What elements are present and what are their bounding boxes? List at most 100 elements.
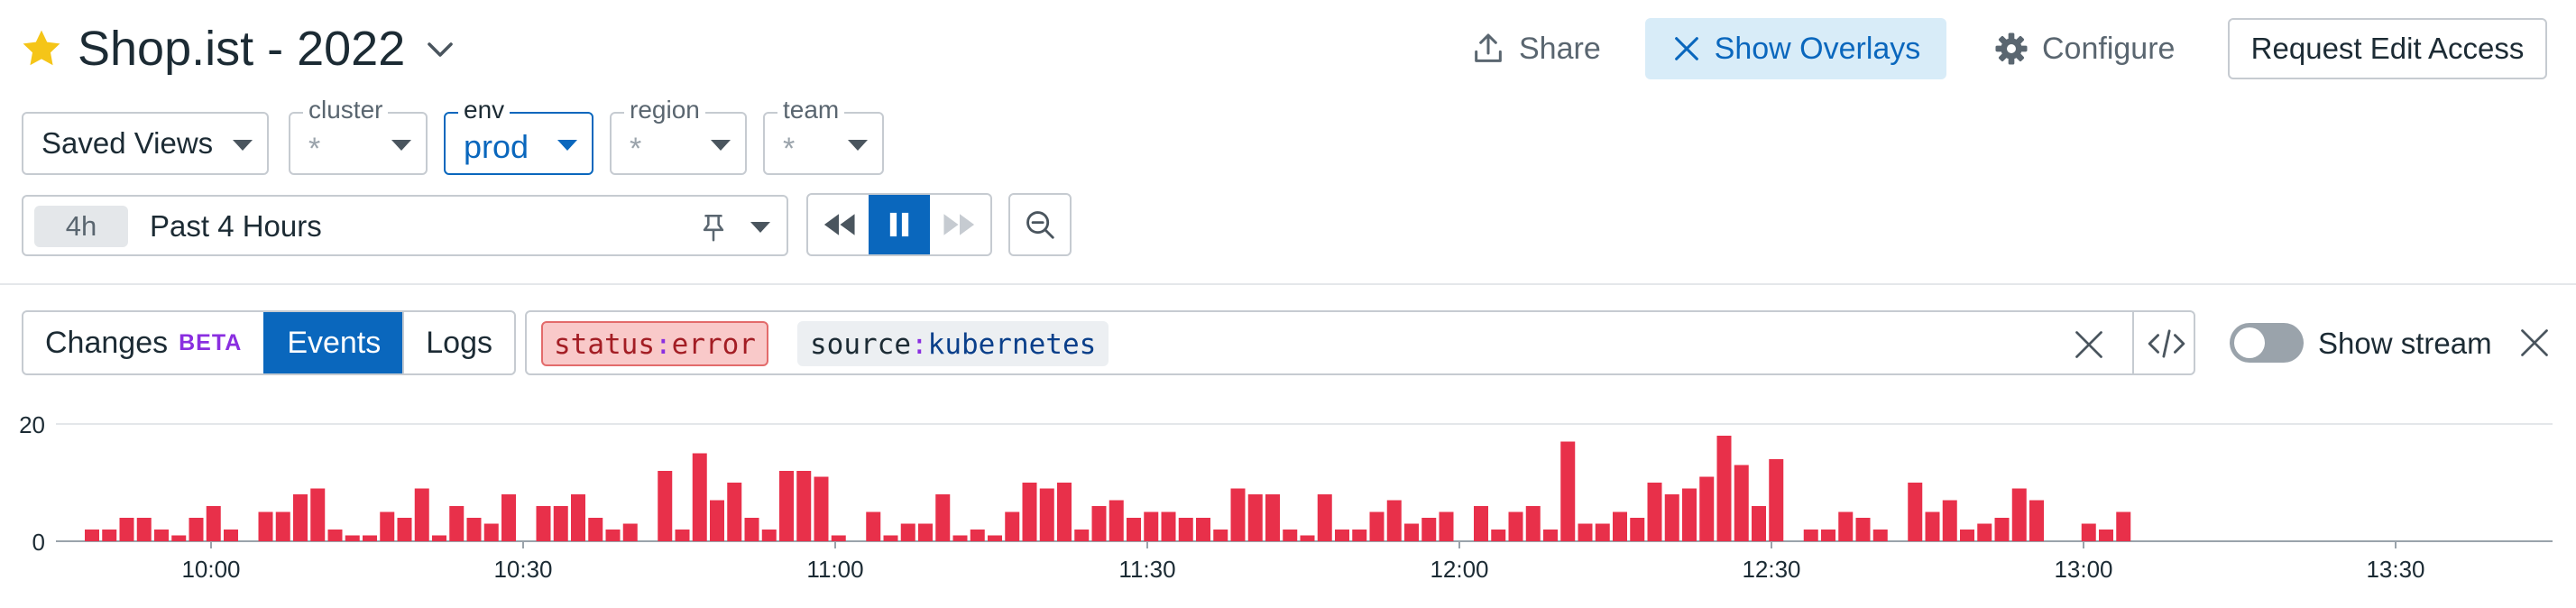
event-bar[interactable]	[102, 530, 117, 541]
event-bar[interactable]	[1821, 530, 1835, 541]
event-bar[interactable]	[571, 494, 585, 541]
chevron-down-icon[interactable]	[424, 36, 456, 63]
event-bar[interactable]	[970, 530, 985, 541]
event-bar[interactable]	[1178, 518, 1193, 541]
event-bar[interactable]	[449, 506, 465, 541]
close-events-icon[interactable]	[2518, 327, 2551, 359]
event-bar[interactable]	[1838, 511, 1854, 542]
event-bar[interactable]	[761, 530, 777, 541]
zoom-out-button[interactable]	[1008, 193, 1072, 256]
event-bar[interactable]	[85, 530, 99, 541]
event-bar[interactable]	[814, 476, 829, 542]
event-bar[interactable]	[363, 535, 377, 542]
event-bar[interactable]	[1386, 500, 1402, 542]
event-bar[interactable]	[258, 511, 273, 542]
event-bar[interactable]	[1300, 535, 1315, 542]
region-variable-select[interactable]: region *	[610, 96, 747, 175]
event-bar[interactable]	[1127, 518, 1141, 541]
event-bar[interactable]	[692, 453, 707, 542]
event-bar[interactable]	[1005, 511, 1020, 542]
event-bar[interactable]	[1144, 511, 1159, 542]
event-bar[interactable]	[1525, 506, 1541, 541]
event-bar[interactable]	[744, 518, 759, 541]
event-bar[interactable]	[588, 518, 603, 541]
event-bar[interactable]	[1335, 530, 1349, 541]
event-bar[interactable]	[1317, 494, 1332, 541]
event-bar[interactable]	[536, 506, 551, 541]
event-bar[interactable]	[1630, 518, 1645, 541]
event-bar[interactable]	[380, 511, 395, 542]
event-bar[interactable]	[1560, 441, 1576, 542]
clear-query-icon[interactable]	[2073, 328, 2105, 361]
event-bar[interactable]	[345, 535, 360, 542]
event-bar[interactable]	[779, 471, 794, 541]
event-bar[interactable]	[622, 523, 638, 542]
pause-button[interactable]	[869, 195, 930, 254]
event-bar[interactable]	[1699, 476, 1715, 542]
event-bar[interactable]	[1752, 506, 1766, 541]
event-bar[interactable]	[1908, 483, 1923, 541]
event-bar[interactable]	[1942, 500, 1957, 542]
event-bar[interactable]	[1855, 518, 1871, 541]
event-bar[interactable]	[727, 483, 742, 541]
event-bar[interactable]	[1647, 483, 1662, 541]
event-query-input[interactable]: status:error source:kubernetes	[525, 310, 2195, 375]
event-bar[interactable]	[900, 523, 915, 542]
event-bar[interactable]	[1977, 523, 1992, 542]
event-bar[interactable]	[866, 511, 881, 542]
event-bar[interactable]	[1664, 494, 1679, 541]
event-bar[interactable]	[1543, 530, 1558, 541]
event-bar[interactable]	[1161, 511, 1176, 542]
event-bar[interactable]	[1613, 511, 1627, 542]
event-bar[interactable]	[1404, 523, 1419, 542]
event-bar[interactable]	[1508, 511, 1523, 542]
event-bar[interactable]	[952, 535, 968, 542]
show-overlays-button[interactable]: Show Overlays	[1645, 18, 1946, 79]
request-edit-access-button[interactable]: Request Edit Access	[2228, 18, 2547, 79]
pin-icon[interactable]	[698, 211, 729, 244]
time-range-picker[interactable]: 4h Past 4 Hours	[22, 195, 788, 256]
event-bar[interactable]	[414, 488, 429, 542]
event-bar[interactable]	[831, 535, 846, 542]
event-bar[interactable]	[1213, 530, 1228, 541]
event-bar[interactable]	[918, 523, 933, 542]
configure-button[interactable]: Configure	[1975, 18, 2193, 79]
query-pill-status[interactable]: status:error	[541, 321, 768, 366]
event-bar[interactable]	[1022, 483, 1037, 541]
event-bar[interactable]	[1091, 506, 1107, 541]
event-bar[interactable]	[483, 523, 499, 542]
fast-forward-button[interactable]	[930, 195, 990, 254]
event-bar[interactable]	[1960, 530, 1974, 541]
event-bar[interactable]	[189, 518, 204, 541]
rewind-button[interactable]	[808, 195, 869, 254]
event-bar[interactable]	[432, 535, 446, 542]
show-stream-toggle[interactable]	[2230, 323, 2304, 363]
share-button[interactable]: Share	[1452, 18, 1619, 79]
event-bar[interactable]	[1230, 488, 1246, 542]
saved-views-select[interactable]: Saved Views	[22, 112, 269, 175]
event-bar[interactable]	[1734, 465, 1749, 542]
team-variable-select[interactable]: team *	[763, 96, 884, 175]
event-bar[interactable]	[1578, 523, 1593, 542]
event-bar[interactable]	[1196, 518, 1210, 541]
event-bar[interactable]	[1283, 530, 1298, 541]
favorite-star-icon[interactable]	[20, 27, 63, 70]
event-bar[interactable]	[1716, 436, 1732, 541]
event-bar[interactable]	[224, 530, 238, 541]
event-bar[interactable]	[1421, 518, 1437, 541]
event-bar[interactable]	[553, 506, 568, 541]
event-bar[interactable]	[136, 518, 152, 541]
event-bar[interactable]	[1474, 506, 1488, 541]
event-bar[interactable]	[2116, 511, 2131, 542]
event-bar[interactable]	[1803, 530, 1818, 541]
event-bar[interactable]	[796, 471, 812, 541]
query-pill-source[interactable]: source:kubernetes	[797, 321, 1109, 366]
event-bar[interactable]	[1439, 511, 1454, 542]
event-bar[interactable]	[1265, 494, 1280, 541]
event-bar[interactable]	[171, 535, 187, 542]
event-bar[interactable]	[275, 511, 290, 542]
event-bar[interactable]	[119, 518, 134, 541]
event-bar[interactable]	[293, 494, 308, 541]
event-bar[interactable]	[883, 535, 898, 542]
event-bar[interactable]	[658, 471, 673, 541]
